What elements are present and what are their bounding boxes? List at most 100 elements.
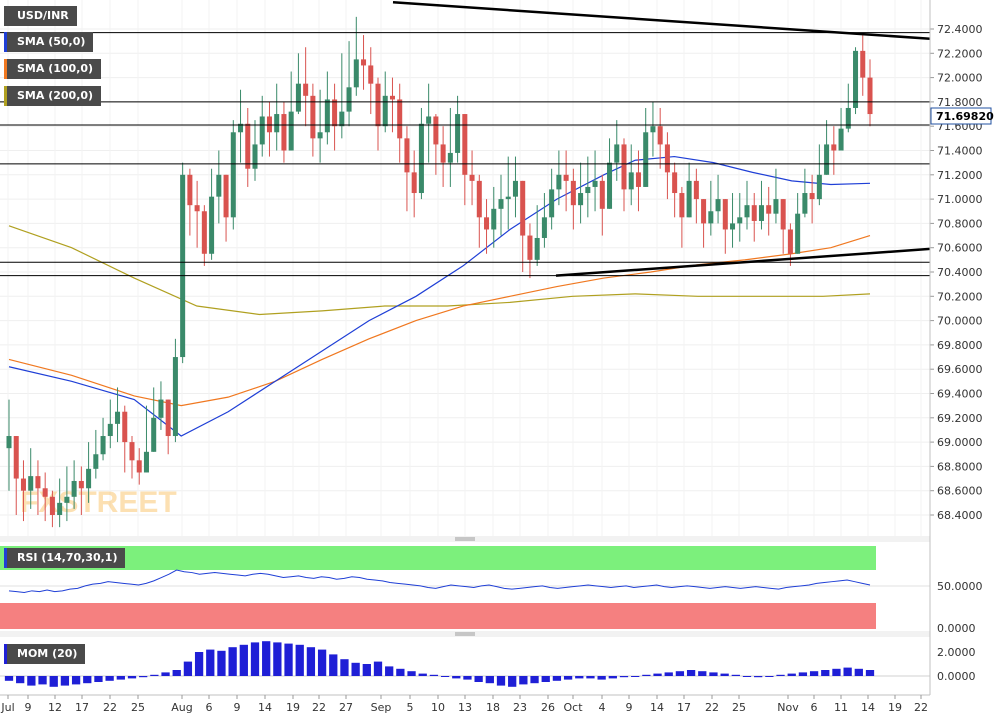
x-tick-label: 22 (705, 701, 719, 714)
candle-body (411, 172, 417, 194)
mom-bar (843, 667, 852, 676)
candle-body (512, 180, 518, 197)
candle-body (498, 199, 504, 209)
mom-bar (664, 672, 673, 676)
x-tick-label: 22 (312, 701, 326, 714)
mom-bar (575, 676, 584, 679)
x-tick-label: 19 (286, 701, 300, 714)
mom-bar (508, 676, 517, 687)
candle-body (339, 111, 345, 127)
rsi-zero-label: 0.0000 (937, 622, 976, 635)
sma100-legend[interactable]: SMA (100,0) (4, 59, 102, 79)
mom-bar (116, 676, 125, 680)
candle-body (440, 144, 446, 163)
y-tick-label: 70.4000 (937, 266, 983, 279)
candle-body (353, 59, 359, 88)
candle-body (628, 172, 634, 190)
mom-bar (373, 661, 383, 676)
candle-body (686, 180, 692, 218)
mom-bar (273, 642, 282, 676)
candle-body (708, 211, 714, 224)
y-tick-label: 72.0000 (937, 72, 983, 85)
sma200-line (8, 225, 871, 316)
candle-body (701, 199, 707, 224)
mom-bar (49, 676, 58, 687)
candle-body (751, 205, 757, 221)
time-axis: Jul 9 12 17 22 25 Aug 6 9 14 19 22 27 Sep 5 10 13 18 23 26 O… (0, 695, 928, 714)
pane-separator-2[interactable] (0, 631, 930, 637)
y-tick-label: 70.0000 (937, 315, 983, 328)
candle-body (20, 478, 26, 491)
candle-body (715, 199, 721, 212)
candle-body (13, 436, 19, 479)
candle-body (549, 189, 555, 218)
candle-body (462, 114, 468, 175)
mom-bar (675, 671, 685, 676)
mom-bar (787, 673, 796, 676)
mom-bar (295, 644, 304, 676)
sma50-legend[interactable]: SMA (50,0) (4, 32, 94, 52)
mom-bar (809, 671, 819, 676)
y-tick-label: 71.8000 (937, 96, 983, 109)
candle-body (281, 114, 287, 151)
candle-body (93, 454, 99, 469)
candle-body (722, 199, 728, 230)
upper-trendline (392, 1, 931, 40)
y-tick-label: 70.2000 (937, 290, 983, 303)
mom-bar (496, 676, 506, 686)
candle-body (860, 50, 866, 78)
x-tick-label: 22 (103, 701, 117, 714)
candle-body (216, 174, 222, 197)
mom-bar (306, 647, 316, 676)
candle-body (136, 460, 142, 473)
candle-body (824, 144, 830, 175)
candle-body (476, 180, 482, 218)
candle-body (693, 180, 699, 200)
mom-bar (541, 676, 550, 682)
mom-bar (698, 671, 707, 676)
price-axis: 72.400072.200072.000071.800071.600071.40… (930, 23, 983, 522)
candle-body (158, 399, 164, 418)
candle-body (447, 152, 453, 163)
pane-separator-1[interactable] (0, 536, 930, 542)
candle-body (35, 476, 41, 489)
rsi-oversold-zone (0, 603, 876, 629)
rsi-level-label: 50.0000 (937, 580, 983, 593)
mom-bar (183, 661, 193, 676)
candle-body (433, 116, 439, 145)
mom-bar (83, 676, 92, 684)
mom-bar (362, 664, 371, 676)
candle-body (599, 180, 605, 209)
symbol-label[interactable]: USD/INR (4, 6, 77, 26)
candle-body (64, 496, 70, 503)
candle-body (773, 199, 779, 214)
candle-body (404, 138, 410, 173)
sma200-legend[interactable]: SMA (200,0) (4, 86, 102, 106)
y-tick-label: 69.8000 (937, 339, 983, 352)
mom-bar (71, 676, 81, 685)
candle-body (469, 174, 475, 181)
mom-bar (161, 672, 170, 676)
x-tick-label: 13 (458, 701, 472, 714)
y-tick-label: 71.0000 (937, 193, 983, 206)
y-tick-label: 69.0000 (937, 436, 983, 449)
mom-bar (821, 670, 830, 676)
x-tick-label: 25 (131, 701, 145, 714)
rsi-legend[interactable]: RSI (14,70,30,1) (4, 548, 126, 568)
candle-body (484, 217, 490, 230)
mom-bar (194, 652, 204, 676)
candle-body (295, 83, 301, 112)
candle-body (730, 223, 736, 230)
horizontal-levels (0, 32, 930, 277)
y-tick-label: 68.8000 (937, 460, 983, 473)
candle-body (42, 488, 48, 497)
mom-legend[interactable]: MOM (20) (4, 644, 86, 664)
candle-body (6, 436, 12, 449)
candle-body (100, 436, 106, 455)
candle-body (643, 132, 649, 187)
candle-body (49, 496, 55, 515)
candle-body (368, 65, 374, 84)
candle-body (737, 217, 743, 224)
mom-bar (642, 674, 651, 676)
